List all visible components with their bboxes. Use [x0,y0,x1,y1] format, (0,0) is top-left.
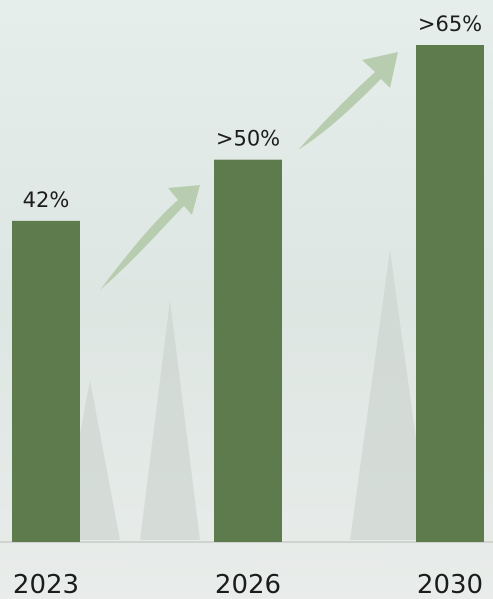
value-label: 42% [23,188,70,212]
x-tick-label: 2030 [417,570,483,599]
x-tick-label: 2026 [215,570,281,599]
x-tick-label: 2023 [13,570,79,599]
bar [12,220,80,542]
growth-arrow [100,185,200,290]
bar [416,45,484,542]
value-label: >65% [418,12,482,36]
value-label: >50% [216,127,280,151]
bar [214,159,282,542]
growth-arrow [298,52,398,150]
